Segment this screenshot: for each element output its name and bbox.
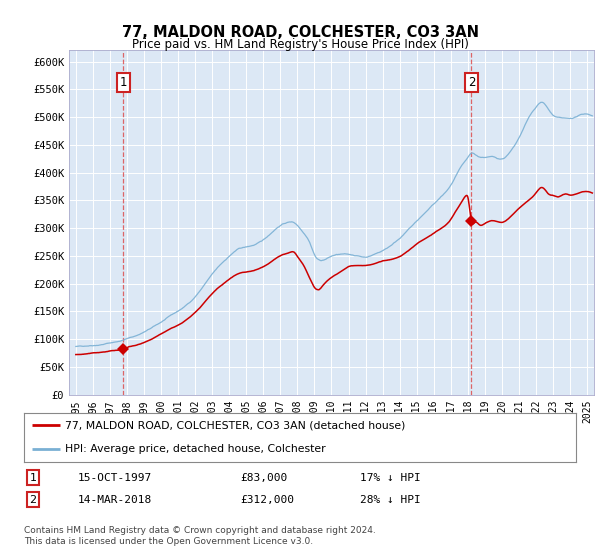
Text: HPI: Average price, detached house, Colchester: HPI: Average price, detached house, Colc… bbox=[65, 444, 326, 454]
Text: £312,000: £312,000 bbox=[240, 494, 294, 505]
Text: Price paid vs. HM Land Registry's House Price Index (HPI): Price paid vs. HM Land Registry's House … bbox=[131, 38, 469, 51]
Text: 77, MALDON ROAD, COLCHESTER, CO3 3AN: 77, MALDON ROAD, COLCHESTER, CO3 3AN bbox=[121, 25, 479, 40]
Text: Contains HM Land Registry data © Crown copyright and database right 2024.
This d: Contains HM Land Registry data © Crown c… bbox=[24, 526, 376, 546]
Text: 28% ↓ HPI: 28% ↓ HPI bbox=[360, 494, 421, 505]
Text: 14-MAR-2018: 14-MAR-2018 bbox=[78, 494, 152, 505]
Text: £83,000: £83,000 bbox=[240, 473, 287, 483]
Text: 2: 2 bbox=[467, 76, 475, 88]
Text: 1: 1 bbox=[119, 76, 127, 88]
Text: 77, MALDON ROAD, COLCHESTER, CO3 3AN (detached house): 77, MALDON ROAD, COLCHESTER, CO3 3AN (de… bbox=[65, 420, 406, 430]
Text: 1: 1 bbox=[29, 473, 37, 483]
Text: 17% ↓ HPI: 17% ↓ HPI bbox=[360, 473, 421, 483]
Text: 2: 2 bbox=[29, 494, 37, 505]
Text: 15-OCT-1997: 15-OCT-1997 bbox=[78, 473, 152, 483]
